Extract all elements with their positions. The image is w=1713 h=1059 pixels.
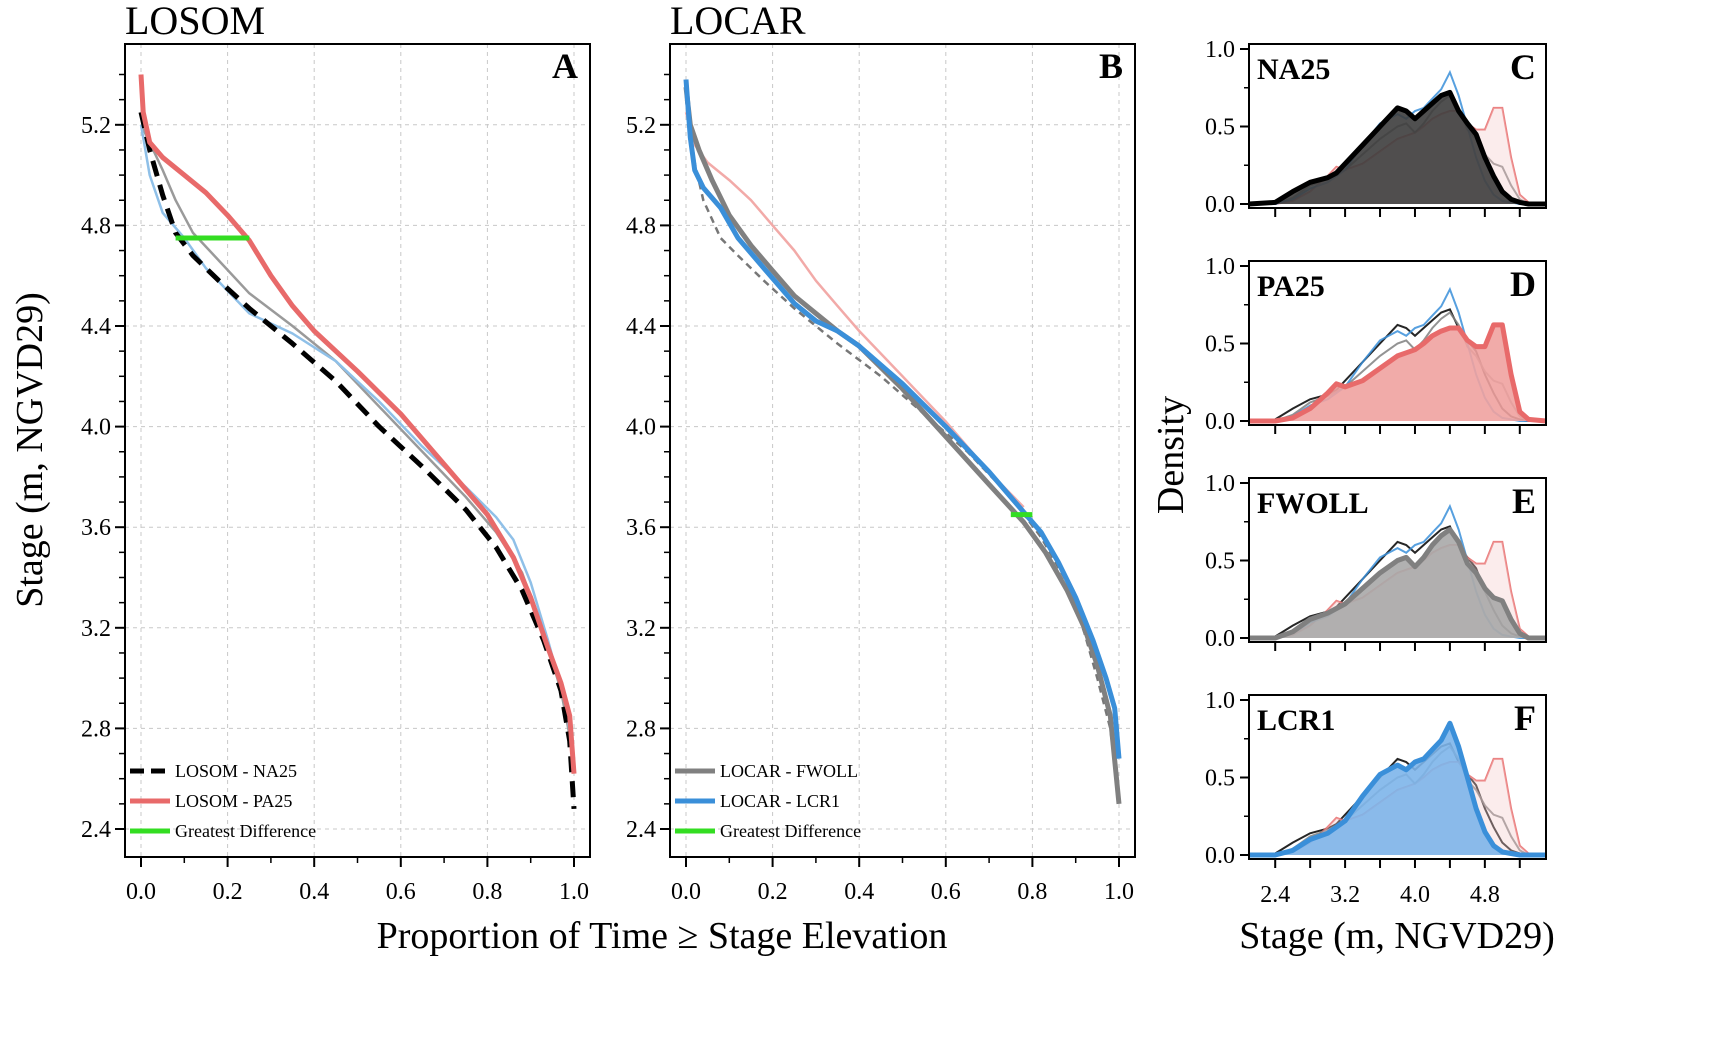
y-tick-label: 2.8	[81, 716, 111, 742]
y-tick-label: 5.2	[81, 113, 111, 139]
panel-title: LOSOM	[125, 0, 265, 43]
ghost-line-locar-fwoll	[139, 124, 576, 759]
legend-label: LOCAR - LCR1	[720, 791, 840, 811]
density-line-fwoll	[1249, 527, 1546, 641]
ghost-line-losom-pa25	[684, 111, 1025, 508]
x-tick-label: 0.6	[386, 879, 416, 905]
x-tick-label: 0.8	[1017, 879, 1047, 905]
y-tick-label: 0.5	[1205, 549, 1235, 575]
scenario-label: FWOLL	[1257, 487, 1369, 520]
series-line-locar-fwoll	[683, 86, 1122, 805]
y-tick-label: 3.6	[81, 515, 111, 541]
x-tick-label: 0.0	[671, 879, 701, 905]
x-tick-label: 1.0	[1104, 879, 1134, 905]
series-line-losom-na25	[138, 111, 577, 810]
panel-label: E	[1512, 481, 1536, 521]
y-axis-label: Density	[1150, 396, 1192, 514]
x-tick-label: 0.8	[472, 879, 502, 905]
y-tick-label: 4.0	[626, 415, 656, 441]
x-tick-label: 4.8	[1470, 882, 1500, 908]
y-tick-label: 4.4	[81, 314, 111, 340]
plot-frame	[1248, 477, 1547, 643]
y-tick-label: 3.6	[626, 515, 656, 541]
y-tick-label: 0.0	[1205, 409, 1235, 435]
density-line-lcr1	[1249, 720, 1546, 858]
ghost-line-locar-lcr1	[139, 124, 576, 759]
y-tick-label: 0.5	[1205, 115, 1235, 141]
plot-frame	[1248, 43, 1547, 209]
panel-label: F	[1514, 698, 1536, 738]
plot-frame	[1248, 260, 1547, 426]
y-axis-label: Stage (m, NGVD29)	[9, 292, 51, 608]
y-tick-label: 5.2	[626, 113, 656, 139]
y-tick-label: 4.4	[626, 314, 656, 340]
legend-label: LOSOM - NA25	[175, 761, 297, 781]
x-axis-label: Proportion of Time ≥ Stage Elevation	[377, 915, 948, 957]
density-line-na25	[1248, 89, 1546, 207]
density-fill-pa25	[1249, 324, 1546, 421]
y-tick-label: 4.8	[81, 213, 111, 239]
density-line-pa25	[1249, 322, 1547, 424]
ghost-line-losom-na25	[684, 99, 1121, 805]
y-tick-label: 2.4	[81, 817, 111, 843]
panel-title: LOCAR	[670, 0, 806, 43]
x-tick-label: 3.2	[1330, 882, 1360, 908]
x-tick-label: 2.4	[1260, 882, 1290, 908]
panel-e	[1240, 477, 1547, 651]
y-tick-label: 4.0	[81, 415, 111, 441]
x-tick-label: 0.0	[126, 879, 156, 905]
panel-b	[660, 43, 1136, 867]
legend-label: Greatest Difference	[720, 821, 861, 841]
x-axis-label: Stage (m, NGVD29)	[1239, 915, 1555, 957]
panel-label: D	[1510, 264, 1536, 304]
panel-label: B	[1099, 46, 1123, 86]
scenario-label: LCR1	[1257, 704, 1335, 737]
y-tick-label: 4.8	[626, 213, 656, 239]
y-tick-label: 0.0	[1205, 843, 1235, 869]
x-tick-label: 0.4	[844, 879, 874, 905]
panel-c	[1240, 43, 1547, 217]
y-tick-label: 0.5	[1205, 766, 1235, 792]
panel-a	[115, 43, 591, 867]
plot-frame	[669, 43, 1136, 858]
y-tick-label: 3.2	[626, 616, 656, 642]
x-tick-label: 0.4	[299, 879, 329, 905]
x-tick-label: 4.0	[1400, 882, 1430, 908]
panel-label: A	[552, 46, 578, 86]
series-line-locar-lcr1	[683, 79, 1122, 759]
scenario-label: PA25	[1257, 270, 1325, 303]
y-tick-label: 1.0	[1205, 37, 1235, 63]
y-tick-label: 1.0	[1205, 688, 1235, 714]
x-tick-label: 0.6	[931, 879, 961, 905]
panel-label: C	[1510, 47, 1536, 87]
density-fill-fwoll	[1249, 529, 1546, 638]
scenario-label: NA25	[1257, 53, 1330, 86]
legend-label: Greatest Difference	[175, 821, 316, 841]
density-fill-lcr1	[1249, 723, 1546, 855]
y-tick-label: 0.0	[1205, 192, 1235, 218]
y-tick-label: 1.0	[1205, 471, 1235, 497]
y-tick-label: 1.0	[1205, 254, 1235, 280]
panel-f	[1240, 694, 1547, 868]
plot-frame	[1248, 694, 1547, 860]
y-tick-label: 2.8	[626, 716, 656, 742]
panel-d	[1240, 260, 1547, 434]
density-fill-na25	[1249, 92, 1546, 204]
y-tick-label: 0.0	[1205, 626, 1235, 652]
legend-label: LOCAR - FWOLL	[720, 761, 858, 781]
legend-label: LOSOM - PA25	[175, 791, 292, 811]
series-line-losom-pa25	[138, 74, 577, 774]
y-tick-label: 0.5	[1205, 332, 1235, 358]
x-tick-label: 0.2	[758, 879, 788, 905]
x-tick-label: 1.0	[559, 879, 589, 905]
y-tick-label: 3.2	[81, 616, 111, 642]
plot-frame	[124, 43, 591, 858]
x-tick-label: 0.2	[213, 879, 243, 905]
y-tick-label: 2.4	[626, 817, 656, 843]
